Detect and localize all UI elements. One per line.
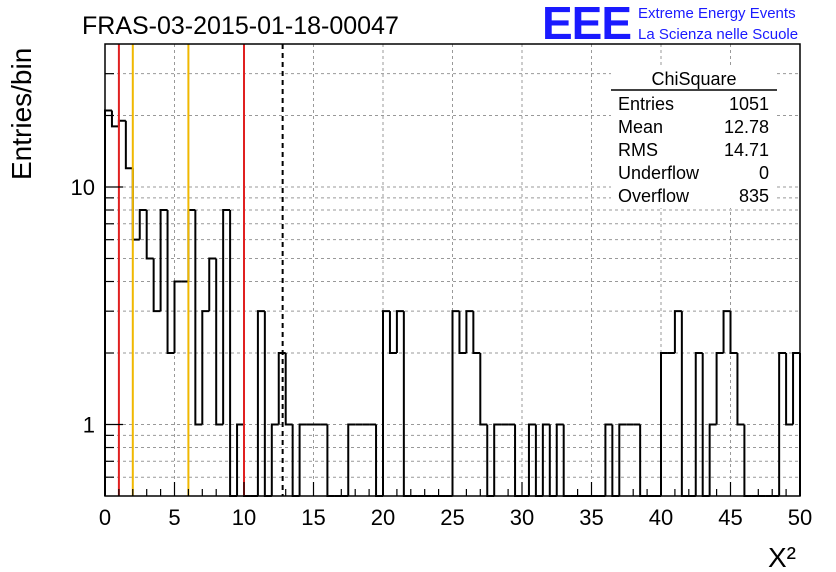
histogram-bin [187,209,196,282]
histogram-bin [222,209,231,425]
x-tick-label: 15 [301,505,325,530]
histogram-bin [729,311,738,355]
histogram-bin [298,423,307,496]
stats-entries-label: Entries [618,94,674,114]
histogram-bin [618,423,627,496]
eee-logo-mark: EEE [542,0,631,49]
x-tick-label: 25 [440,505,464,530]
stats-overflow-label: Overflow [618,186,690,206]
histogram-bin [555,423,564,496]
histogram-bin [694,352,703,496]
y-axis-label: Entries/bin [6,48,37,180]
histogram-bin [722,310,731,354]
histogram-bin [708,423,717,496]
grid-lines [105,44,800,496]
axes: 0 5 10 15 20 25 30 35 40 45 50 1 10 [71,43,812,530]
eee-logo-line2: La Scienza nelle Scuole [638,26,798,43]
histogram-bin [166,210,175,355]
stats-underflow-value: 0 [759,163,769,183]
histogram-bin [736,353,745,426]
stats-box: ChiSquare Entries 1051 Mean 12.78 RMS 14… [611,66,777,208]
histogram-bin [479,353,488,426]
x-tick-label: 45 [718,505,742,530]
histogram-bin [347,423,356,496]
y-tick-label: 1 [83,413,95,438]
histogram-bin [660,352,668,496]
x-tick-label: 20 [371,505,395,530]
x-tick-label: 5 [168,505,180,530]
histogram-bin [159,209,168,312]
stats-underflow-label: Underflow [618,163,700,183]
stats-mean-label: Mean [618,117,663,137]
histogram-bin [382,310,390,496]
x-axis-label: X² [768,542,796,572]
histogram-bin [215,258,224,426]
histogram-bin [541,423,550,496]
histogram-bin [465,310,474,354]
histogram-bin [284,353,293,426]
histogram-bin [451,310,460,496]
histogram-bin [173,280,182,354]
histogram-bin [402,311,411,497]
x-tick-label: 10 [232,505,256,530]
histogram-bin [778,352,787,496]
histogram-bin [256,310,265,496]
histogram-bin [792,352,800,425]
stats-box-name: ChiSquare [651,69,736,89]
chart-title: FRAS-03-2015-01-18-00047 [82,12,399,40]
stats-rms-value: 14.71 [724,140,769,160]
histogram-bin [110,110,119,128]
x-tick-label: 0 [99,505,111,530]
eee-logo-line1: Extreme Energy Events [638,5,796,22]
histogram-bin [680,311,689,497]
histogram-bin [117,119,126,127]
histogram-bin [395,310,404,354]
histogram-bin [785,353,794,426]
histogram-bin [263,311,272,497]
histogram-bin [472,311,481,355]
histogram-bin [194,210,203,426]
histogram-bin [236,423,244,496]
reference-lines [117,44,284,496]
histogram-bin [604,423,613,496]
histogram-bin [527,423,536,496]
stats-entries-value: 1051 [729,94,769,114]
histogram-bin [458,311,467,355]
histogram-bin [270,423,279,496]
histogram-bin [124,120,133,170]
histogram-bin [131,168,140,241]
histogram-bin [201,310,210,425]
x-tick-label: 40 [649,505,673,530]
histogram-bin [104,109,112,496]
histogram-bin [152,258,161,313]
stats-mean-value: 12.78 [724,117,769,137]
x-tick-label: 35 [579,505,603,530]
histogram-bin [673,310,682,354]
stats-overflow-value: 835 [739,186,769,206]
x-tick-label: 50 [788,505,812,530]
y-tick-label: 10 [71,175,95,200]
histogram-bin [138,209,147,240]
histogram-bin [715,352,724,425]
histogram-bin [145,210,154,260]
x-tick-label: 30 [510,505,534,530]
histogram-bin [208,257,217,312]
histogram-bin [388,311,397,355]
stats-rms-label: RMS [618,140,658,160]
histogram-bin [493,423,502,496]
